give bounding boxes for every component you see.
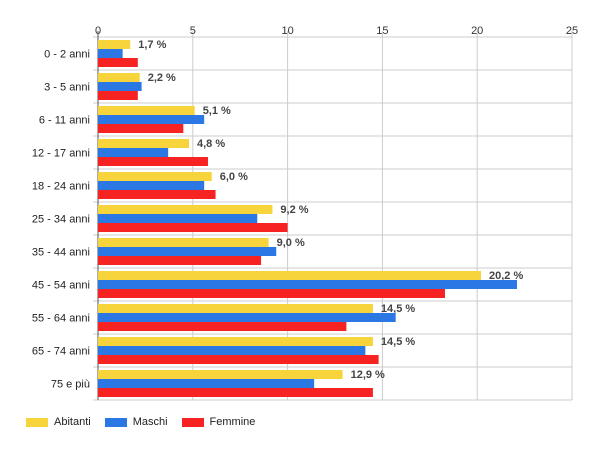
x-tick-label: 25 [566, 25, 578, 37]
legend-item: Maschi [104, 416, 168, 428]
data-label: 2,2 % [148, 72, 176, 84]
legend-swatch [181, 417, 204, 427]
data-label: 1,7 % [138, 39, 166, 51]
bar-abitanti [98, 40, 131, 49]
category-label: 65 - 74 anni [32, 346, 90, 358]
bar-maschi [98, 82, 142, 91]
bar-abitanti [98, 271, 481, 280]
bar-maschi [98, 247, 277, 256]
bar-maschi [98, 181, 205, 190]
bar-abitanti [98, 73, 140, 82]
bar-femmine [98, 124, 184, 133]
category-label: 35 - 44 anni [32, 247, 90, 259]
bar-maschi [98, 313, 396, 322]
bar-femmine [98, 91, 138, 100]
legend-swatch [26, 417, 48, 427]
data-label: 9,0 % [277, 237, 305, 249]
category-label: 55 - 64 anni [32, 313, 90, 325]
bar-femmine [98, 355, 379, 364]
category-label: 0 - 2 anni [44, 49, 90, 61]
legend-label: Femmine [209, 416, 256, 428]
bar-maschi [98, 49, 123, 58]
data-label: 9,2 % [280, 204, 308, 216]
data-label: 4,8 % [197, 138, 225, 150]
category-label: 18 - 24 anni [32, 181, 90, 193]
category-label: 45 - 54 anni [32, 280, 90, 292]
bar-femmine [98, 289, 445, 298]
bar-maschi [98, 346, 366, 355]
bar-femmine [98, 190, 216, 199]
legend-label: Maschi [132, 416, 168, 428]
legend-label: Abitanti [54, 416, 91, 428]
bar-maschi [98, 379, 315, 388]
bar-maschi [98, 214, 258, 223]
category-label: 75 e più [51, 379, 90, 391]
legend: Abitanti Maschi Femmine [26, 416, 269, 428]
data-label: 20,2 % [489, 270, 523, 282]
category-label: 6 - 11 anni [39, 115, 90, 127]
bar-maschi [98, 115, 205, 124]
bar-abitanti [98, 205, 273, 214]
data-label: 6,0 % [220, 171, 248, 183]
bar-maschi [98, 148, 169, 157]
x-tick-label: 5 [190, 25, 196, 37]
bar-abitanti [98, 238, 269, 247]
bar-femmine [98, 58, 138, 67]
data-label: 14,5 % [381, 303, 415, 315]
data-label: 14,5 % [381, 336, 415, 348]
bar-maschi [98, 280, 518, 289]
x-tick-label: 20 [471, 25, 483, 37]
bar-abitanti [98, 337, 373, 346]
category-label: 3 - 5 anni [44, 82, 90, 94]
x-tick-label: 15 [376, 25, 388, 37]
bar-femmine [98, 388, 373, 397]
bar-abitanti [98, 304, 373, 313]
bar-femmine [98, 223, 288, 232]
legend-item: Abitanti [26, 416, 91, 428]
bar-femmine [98, 157, 208, 166]
bar-femmine [98, 322, 347, 331]
bar-abitanti [98, 139, 190, 148]
bar-abitanti [98, 172, 212, 181]
bar-abitanti [98, 370, 343, 379]
legend-item: Femmine [181, 416, 256, 428]
data-label: 5,1 % [203, 105, 231, 117]
bar-femmine [98, 256, 262, 265]
bar-abitanti [98, 106, 195, 115]
category-label: 12 - 17 anni [32, 148, 90, 160]
data-label: 12,9 % [351, 369, 385, 381]
x-tick-label: 10 [281, 25, 293, 37]
category-label: 25 - 34 anni [32, 214, 90, 226]
legend-swatch [104, 417, 127, 427]
